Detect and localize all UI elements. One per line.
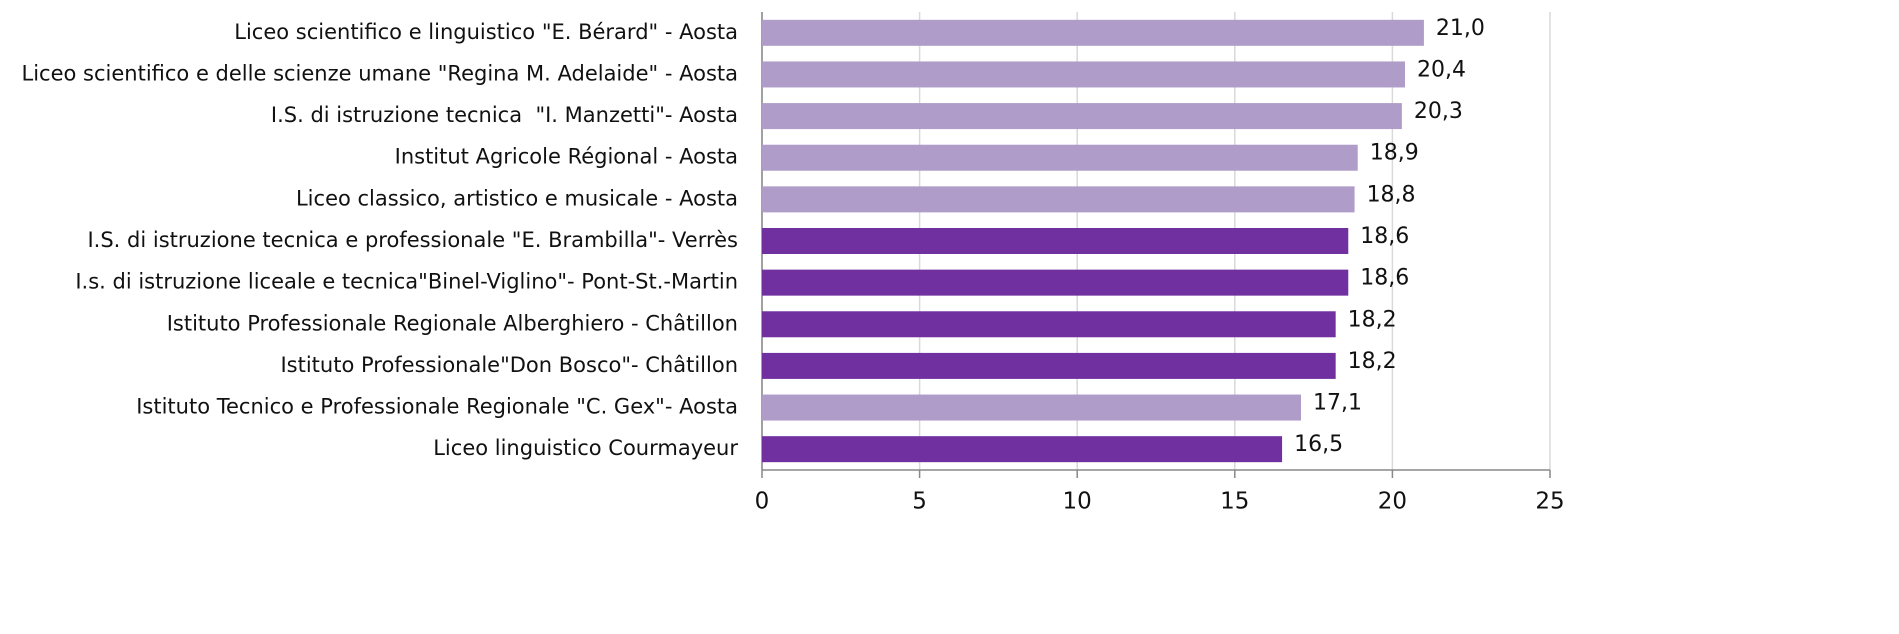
bar [762, 19, 1424, 46]
bar [762, 352, 1336, 379]
value-label: 16,5 [1294, 432, 1343, 457]
value-label: 20,4 [1417, 57, 1466, 82]
value-label: 18,9 [1370, 141, 1419, 166]
y-tick-label: Istituto Professionale Regionale Albergh… [167, 311, 738, 335]
bar [762, 186, 1355, 213]
y-tick-label: I.s. di istruzione liceale e tecnica"Bin… [75, 270, 738, 294]
y-tick-label: I.S. di istruzione tecnica e professiona… [87, 228, 738, 252]
value-label: 18,8 [1367, 182, 1416, 207]
value-label: 17,1 [1313, 391, 1362, 416]
y-tick-label: Istituto Tecnico e Professionale Regiona… [136, 395, 738, 419]
y-tick-label: Liceo classico, artistico e musicale - A… [296, 186, 738, 210]
value-label: 18,2 [1348, 307, 1397, 332]
y-tick-label: Liceo scientifico e delle scienze umane … [22, 61, 738, 85]
value-label: 18,6 [1360, 266, 1409, 291]
bar [762, 228, 1349, 254]
x-tick-label: 25 [1535, 489, 1564, 515]
bar [762, 436, 1283, 463]
y-tick-label: Liceo linguistico Courmayeur [433, 436, 738, 460]
bar [762, 311, 1336, 338]
bar [762, 103, 1402, 130]
value-label: 21,0 [1436, 16, 1485, 41]
x-tick-label: 0 [755, 489, 770, 515]
bar [762, 61, 1406, 88]
x-tick-label: 20 [1378, 489, 1407, 515]
y-tick-label: Liceo scientifico e linguistico "E. Béra… [234, 20, 738, 44]
bar [762, 394, 1301, 421]
bar [762, 269, 1349, 296]
x-tick-label: 10 [1063, 489, 1092, 515]
bar [762, 144, 1358, 171]
y-tick-label: Institut Agricole Régional - Aosta [395, 145, 738, 169]
value-label: 18,6 [1360, 224, 1409, 249]
value-label: 20,3 [1414, 99, 1463, 124]
y-tick-label: I.S. di istruzione tecnica "I. Manzetti"… [271, 103, 738, 127]
y-tick-label: Istituto Professionale"Don Bosco"- Châti… [280, 353, 738, 377]
x-tick-label: 5 [912, 489, 927, 515]
x-tick-label: 15 [1220, 489, 1249, 515]
value-label: 18,2 [1348, 349, 1397, 374]
